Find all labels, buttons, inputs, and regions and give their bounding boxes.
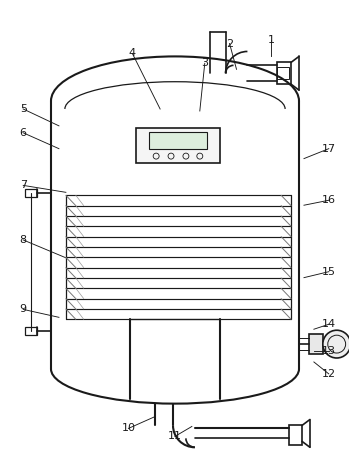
Bar [277, 67, 289, 79]
Bar [136, 128, 220, 163]
Bar [25, 189, 37, 197]
Bar [25, 327, 37, 335]
Text: 12: 12 [322, 369, 336, 379]
Text: 13: 13 [322, 346, 336, 356]
Text: 14: 14 [322, 319, 336, 329]
Text: 6: 6 [20, 128, 27, 138]
Text: 2: 2 [226, 39, 233, 48]
Text: 16: 16 [322, 195, 336, 205]
Ellipse shape [323, 330, 350, 358]
Text: 7: 7 [20, 180, 27, 191]
Bar [309, 334, 323, 354]
Bar [277, 62, 291, 84]
Text: 17: 17 [322, 144, 336, 154]
Text: 11: 11 [168, 432, 182, 441]
Text: 3: 3 [201, 58, 208, 69]
Bar [149, 132, 207, 149]
Bar [289, 425, 302, 445]
Text: 10: 10 [121, 424, 135, 433]
Text: 15: 15 [322, 267, 336, 277]
Text: 8: 8 [20, 235, 27, 245]
Text: 1: 1 [268, 34, 275, 45]
Text: 4: 4 [129, 48, 136, 58]
Text: 5: 5 [20, 104, 27, 114]
Text: 9: 9 [20, 304, 27, 315]
